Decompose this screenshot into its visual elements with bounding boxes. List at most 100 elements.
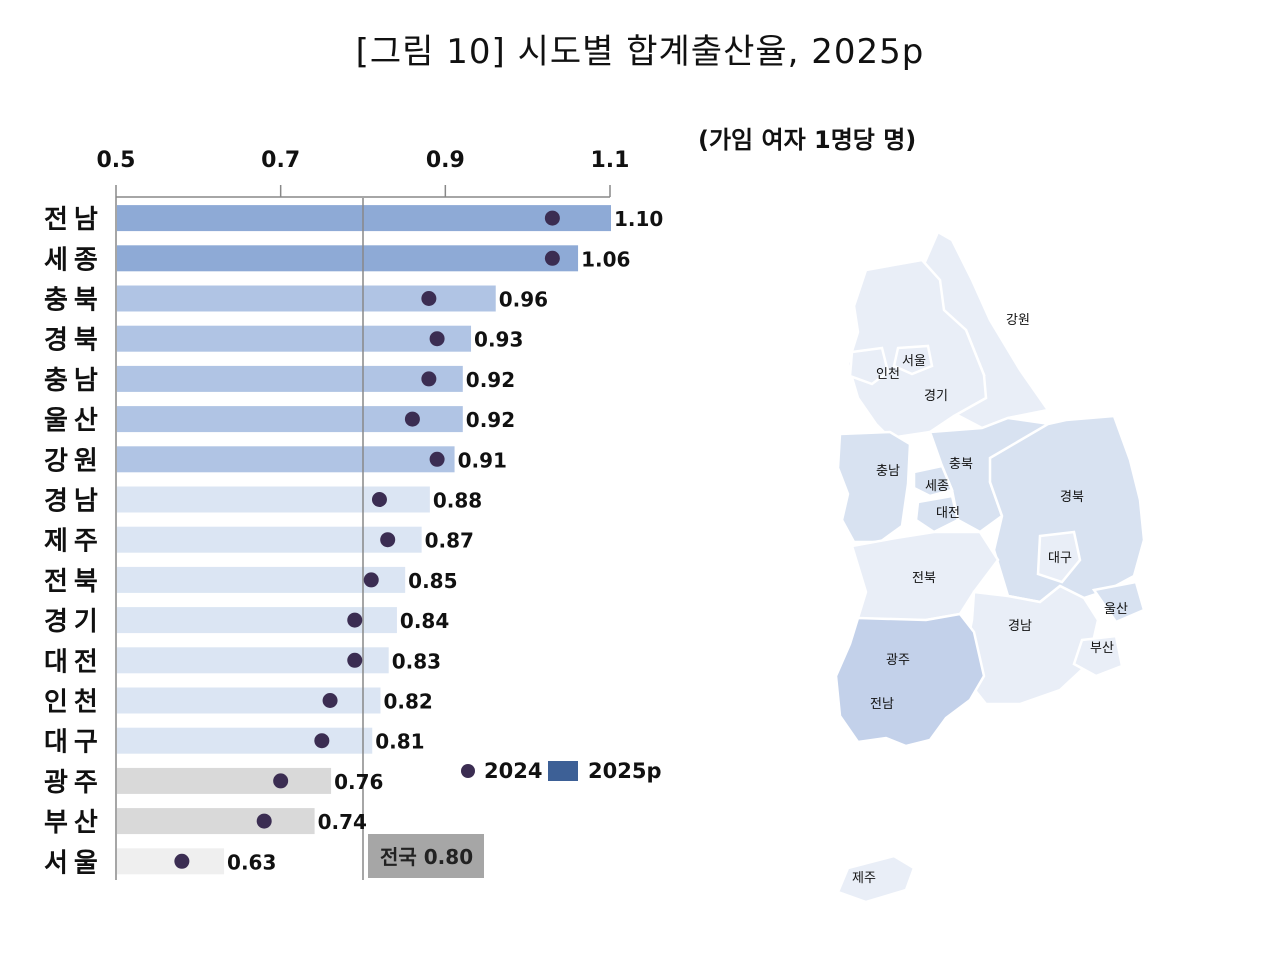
- map-region-경남: [964, 584, 1100, 706]
- legend-bar-label: 2025p: [588, 759, 661, 783]
- map-label: 전북: [912, 571, 936, 586]
- map-label: 세종: [925, 479, 949, 494]
- region-label: 전북: [44, 567, 104, 597]
- value-label: 0.91: [458, 448, 507, 472]
- map-label: 인천: [876, 367, 900, 382]
- bar-전남: [117, 205, 611, 232]
- x-tick-label: 0.7: [261, 148, 300, 173]
- value-label: 0.83: [392, 649, 441, 673]
- legend-bar-marker: [548, 761, 578, 781]
- x-axis-ticks: 0.5 0.7 0.9 1.1: [97, 148, 630, 197]
- map-region-대전: [914, 494, 960, 534]
- map-label: 광주: [886, 653, 910, 668]
- region-label: 대전: [44, 647, 104, 677]
- value-label: 0.81: [375, 730, 424, 754]
- region-label: 전남: [44, 205, 104, 235]
- dot-2024-광주: [273, 773, 289, 789]
- dot-2024-울산: [404, 411, 420, 427]
- value-label: 0.92: [466, 368, 515, 392]
- value-label: 1.06: [581, 247, 630, 271]
- map-label: 제주: [852, 871, 876, 886]
- map-region-인천: [848, 346, 890, 386]
- map-label: 서울: [902, 354, 926, 369]
- region-label: 울산: [44, 406, 104, 436]
- legend-dot-marker: [461, 764, 475, 778]
- bar-인천: [117, 687, 381, 714]
- bar-제주: [117, 526, 422, 553]
- map-region-전북: [850, 530, 1000, 624]
- value-label: 0.74: [318, 810, 367, 834]
- dot-2024-대전: [347, 652, 363, 668]
- map-label: 대전: [936, 506, 960, 521]
- bar-충남: [117, 365, 463, 392]
- legend: 2024 2025p: [461, 759, 661, 783]
- dot-2024-세종: [544, 250, 560, 266]
- bar-광주: [117, 767, 332, 794]
- map-region-울산: [1091, 580, 1146, 624]
- bar-강원: [117, 446, 455, 473]
- region-label: 충남: [44, 366, 104, 396]
- region-label: 경남: [44, 487, 104, 517]
- bars-group: [117, 205, 611, 875]
- value-label: 1.10: [614, 207, 663, 231]
- map-label: 경북: [1060, 490, 1084, 505]
- unit-label: (가임 여자 1명당 명): [698, 126, 917, 154]
- dot-2024-전남: [544, 210, 560, 226]
- bar-전북: [117, 566, 406, 593]
- value-label: 0.96: [499, 288, 548, 312]
- dots-group: [174, 210, 560, 869]
- bar-서울: [117, 848, 225, 875]
- map-region-제주: [836, 854, 916, 904]
- map-label: 전남: [870, 697, 894, 712]
- map-region-대구: [1036, 530, 1082, 584]
- region-label: 경기: [44, 607, 104, 637]
- map-label: 충북: [949, 457, 973, 472]
- dot-2024-강원: [429, 451, 445, 467]
- value-label: 0.87: [425, 529, 474, 553]
- value-label: 0.85: [408, 569, 457, 593]
- map-label: 울산: [1104, 602, 1128, 617]
- bar-세종: [117, 245, 579, 272]
- dot-2024-대구: [314, 733, 330, 749]
- bar-chart: 0.5 0.7 0.9 1.1 1.10 1.06 0.96 0.93 0.92 0.92 0.9…: [44, 148, 663, 880]
- dot-2024-충남: [421, 371, 437, 387]
- region-label: 제주: [44, 527, 104, 557]
- bar-부산: [117, 808, 315, 835]
- region-label: 대구: [44, 728, 104, 758]
- value-labels-group: 1.10 1.06 0.96 0.93 0.92 0.92 0.91 0.88 0.87 0.85…: [227, 207, 663, 874]
- bar-충북: [117, 285, 496, 312]
- value-label: 0.82: [383, 690, 432, 714]
- legend-dot-label: 2024: [484, 759, 542, 783]
- region-label: 광주: [44, 768, 104, 798]
- x-tick-label: 0.5: [97, 148, 136, 173]
- dot-2024-제주: [380, 532, 396, 548]
- national-average-box: [368, 834, 484, 878]
- x-tick-label: 0.9: [426, 148, 465, 173]
- dot-2024-경북: [429, 331, 445, 347]
- value-label: 0.63: [227, 850, 276, 874]
- region-label: 부산: [44, 808, 104, 838]
- region-label: 충북: [44, 286, 104, 316]
- map-region-세종: [912, 464, 954, 498]
- region-label: 강원: [44, 446, 104, 476]
- map-region-충남: [836, 430, 912, 544]
- map-region-부산: [1072, 634, 1124, 678]
- value-label: 0.84: [400, 609, 449, 633]
- map-label: 경남: [1008, 619, 1032, 634]
- dot-2024-부산: [256, 813, 272, 829]
- page-title: [그림 10] 시도별 합계출산율, 2025p: [355, 32, 925, 72]
- dot-2024-인천: [322, 693, 338, 708]
- region-label: 서울: [44, 848, 104, 878]
- map-label: 경기: [924, 389, 948, 404]
- dot-2024-서울: [174, 853, 190, 869]
- map-region-서울: [892, 344, 934, 376]
- value-label: 0.93: [474, 328, 523, 352]
- map-label: 부산: [1090, 641, 1114, 656]
- x-tick-label: 1.1: [591, 148, 630, 173]
- dot-2024-경기: [347, 612, 363, 628]
- map-label: 강원: [1006, 313, 1030, 328]
- region-label: 세종: [44, 245, 104, 275]
